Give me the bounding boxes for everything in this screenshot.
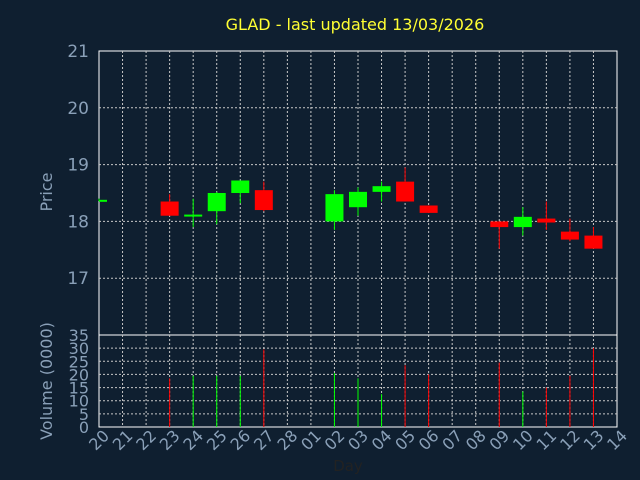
candle <box>419 205 438 213</box>
candle-body <box>372 186 391 192</box>
volume-y-tick-label: 15 <box>69 379 89 398</box>
candle-body <box>254 190 273 211</box>
candle-body <box>160 201 179 216</box>
x-axis-title: Day <box>333 457 363 475</box>
candle-body <box>560 231 579 240</box>
price-y-tick-label: 18 <box>67 212 89 232</box>
candle-body <box>184 214 203 217</box>
candle-body <box>99 199 107 202</box>
candle <box>396 167 415 202</box>
candle <box>254 181 273 212</box>
price-y-tick-label: 20 <box>67 99 89 119</box>
price-axis-title: Price <box>37 172 56 211</box>
volume-y-tick-label: 20 <box>69 365 89 384</box>
candle-body <box>490 221 509 228</box>
candle-body <box>207 193 226 212</box>
candle <box>231 180 250 204</box>
candle-body <box>325 194 344 222</box>
volume-y-tick-label: 25 <box>69 352 89 371</box>
price-y-tick-label: 21 <box>67 42 89 62</box>
candle <box>184 198 203 228</box>
candle-body <box>584 235 603 249</box>
candle-body <box>513 216 532 228</box>
candle-body <box>419 205 438 213</box>
price-y-ticks: 21 20 19 18 17 <box>67 42 89 289</box>
candle <box>372 181 391 202</box>
candle-body <box>396 181 415 202</box>
candle-body <box>349 191 367 208</box>
volume-bars <box>169 348 594 427</box>
volume-y-tick-label: 5 <box>79 405 89 424</box>
candle-body <box>231 180 250 193</box>
volume-y-tick-label: 0 <box>79 418 89 437</box>
candle <box>584 227 603 249</box>
x-axis-ticks: 2021222324252627280102030405060708091011… <box>85 426 631 454</box>
chart-title: GLAD - last updated 13/03/2026 <box>226 15 485 34</box>
volume-y-tick-label: 10 <box>69 392 89 411</box>
candle <box>490 221 509 249</box>
volume-y-tick-label: 30 <box>69 339 89 358</box>
candle <box>537 201 556 230</box>
candle <box>325 190 344 230</box>
volume-axis-title: Volume (0000) <box>37 322 56 440</box>
volume-y-tick-label: 35 <box>69 326 89 345</box>
candle-body <box>537 218 556 223</box>
candle <box>98 198 107 202</box>
candle <box>207 191 226 225</box>
price-panel: 21 20 19 18 17 Price <box>37 42 618 336</box>
price-y-tick-label: 19 <box>67 156 89 176</box>
candles <box>98 167 603 249</box>
candle <box>160 194 179 216</box>
candle <box>513 207 532 236</box>
candle <box>349 187 367 216</box>
price-y-tick-label: 17 <box>67 269 89 289</box>
candle <box>560 218 579 242</box>
